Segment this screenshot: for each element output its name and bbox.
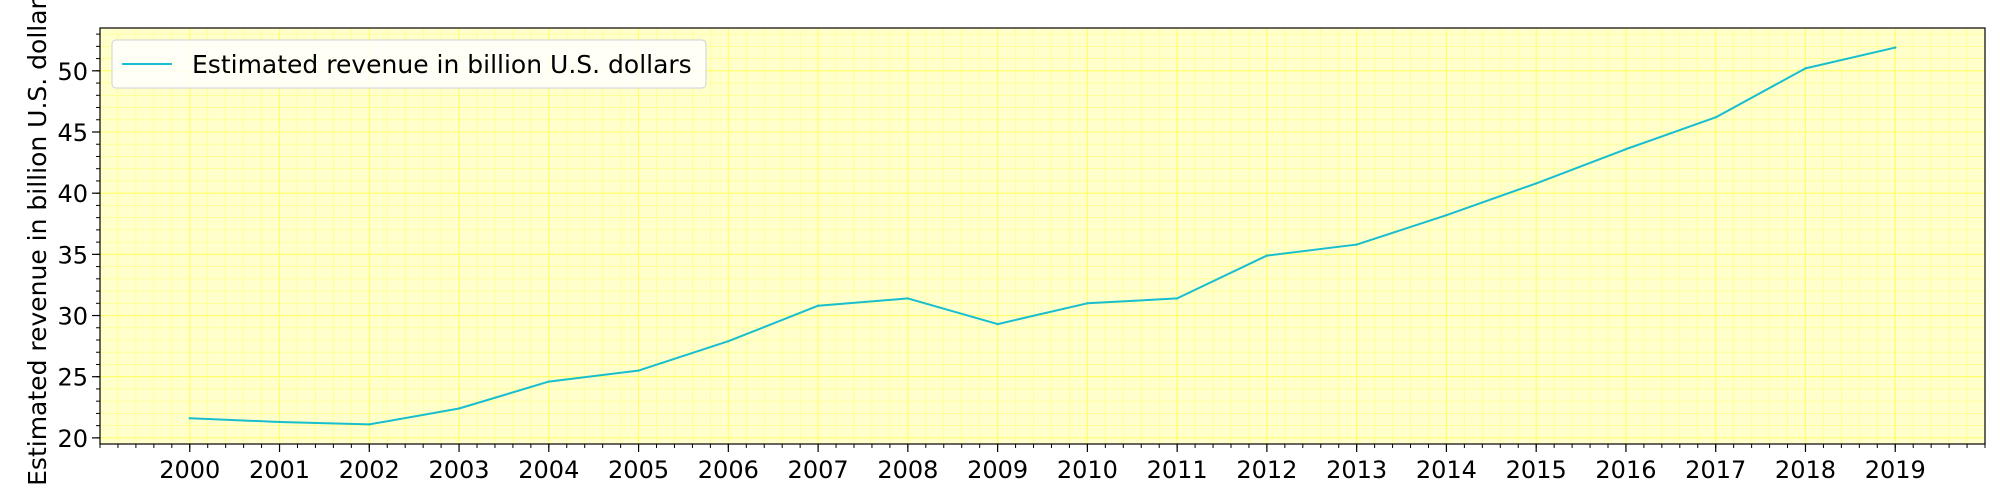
- minor-grid: [99, 28, 1986, 444]
- y-axis: 20 25 30 35 40 45 50: [57, 33, 100, 453]
- x-tick-label: 2001: [249, 456, 310, 484]
- y-tick-label: 30: [57, 303, 88, 331]
- y-tick-label: 35: [57, 241, 88, 269]
- y-tick-label: 50: [57, 58, 88, 86]
- data-point: [1894, 46, 1897, 49]
- legend-label: Estimated revenue in billion U.S. dollar…: [192, 50, 692, 79]
- x-tick-label: 2019: [1865, 456, 1926, 484]
- data-point: [188, 417, 191, 420]
- data-point: [906, 297, 910, 300]
- x-tick-label: 2016: [1595, 456, 1656, 484]
- x-tick-label: 2017: [1685, 456, 1746, 484]
- plot-frame: [99, 27, 1986, 445]
- x-tick-label: 2002: [339, 456, 400, 484]
- x-tick-label: 2000: [159, 456, 220, 484]
- y-axis-label: Estimated revenue in billion U.S. dollar…: [23, 0, 52, 486]
- data-point: [1175, 297, 1179, 300]
- x-axis: 2000 2001 2002 2003 2004 2005 2006 2007 2008 2009…: [99, 444, 1986, 484]
- x-tick-label: 2008: [877, 456, 938, 484]
- series-line: [189, 46, 1896, 426]
- data-point: [1086, 302, 1089, 305]
- x-tick-label: 2013: [1326, 456, 1387, 484]
- x-tick-label: 2011: [1147, 456, 1208, 484]
- data-point: [816, 304, 820, 307]
- data-point: [996, 322, 999, 326]
- x-tick-label: 2009: [967, 456, 1028, 484]
- plot-area: [100, 28, 1985, 444]
- x-tick-label: 2006: [698, 456, 759, 484]
- x-tick-label: 2015: [1506, 456, 1567, 484]
- data-point: [1445, 214, 1448, 217]
- x-tick-label: 2004: [518, 456, 579, 484]
- major-grid: [100, 28, 1985, 444]
- data-point: [1804, 67, 1807, 70]
- data-point: [368, 423, 371, 426]
- data-point: [637, 369, 640, 372]
- x-tick-label: 2018: [1775, 456, 1836, 484]
- data-point: [278, 420, 281, 424]
- legend: Estimated revenue in billion U.S. dollar…: [111, 39, 707, 89]
- y-tick-label: 20: [57, 425, 88, 453]
- x-tick-label: 2005: [608, 456, 669, 484]
- y-tick-label: 45: [57, 119, 88, 147]
- data-point: [457, 407, 461, 410]
- legend-box: [111, 39, 707, 89]
- x-tick-label: 2012: [1236, 456, 1297, 484]
- data-point: [1624, 147, 1628, 151]
- data-point: [1265, 254, 1269, 257]
- data-point: [727, 340, 730, 343]
- data-point: [1534, 182, 1538, 185]
- data-point: [547, 380, 551, 383]
- y-tick-label: 25: [57, 364, 88, 392]
- x-tick-label: 2010: [1057, 456, 1118, 484]
- data-point: [1714, 116, 1717, 119]
- x-tick-label: 2007: [788, 456, 849, 484]
- x-tick-label: 2014: [1416, 456, 1477, 484]
- data-point: [1355, 243, 1358, 246]
- series-layer: [188, 46, 1897, 426]
- x-tick-label: 2003: [429, 456, 490, 484]
- y-tick-label: 40: [57, 180, 88, 208]
